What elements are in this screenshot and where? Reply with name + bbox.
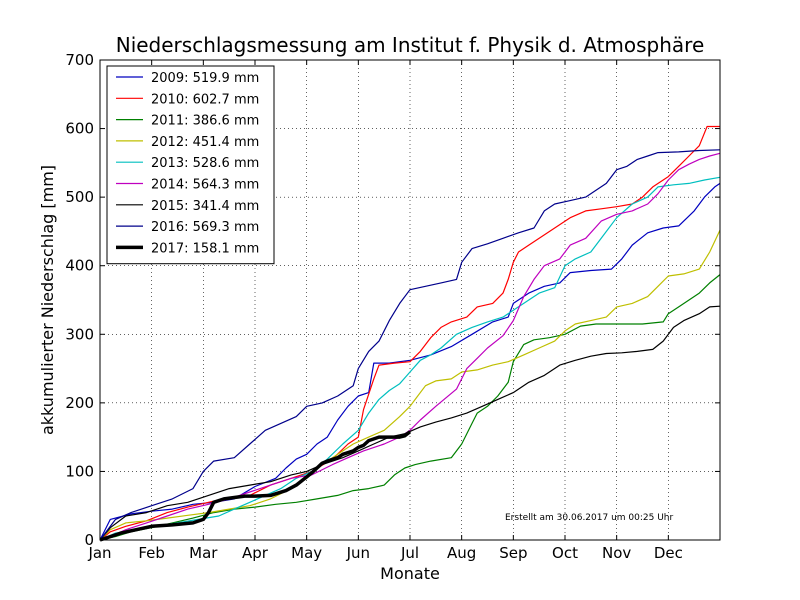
y-tick-label: 300	[65, 325, 94, 343]
legend-label: 2010: 602.7 mm	[151, 92, 259, 107]
y-tick-label: 0	[84, 531, 94, 549]
legend-box	[106, 65, 275, 265]
y-tick-label: 500	[65, 188, 94, 206]
creation-note: Erstellt am 30.06.2017 um 00:25 Uhr	[505, 513, 673, 523]
legend-label: 2017: 158.1 mm	[151, 241, 259, 256]
legend-label: 2009: 519.9 mm	[151, 71, 259, 86]
x-tick-label: Feb	[138, 544, 165, 562]
series-line-4	[99, 229, 721, 541]
legend-label: 2014: 564.3 mm	[151, 178, 259, 193]
x-tick-label: Jun	[346, 544, 370, 562]
series-line-7	[99, 305, 721, 541]
legend: 2009: 519.9 mm 2010: 602.7 mm 2011: 386.6 …	[106, 65, 275, 265]
x-tick-label: Nov	[602, 544, 631, 562]
legend-label: 2011: 386.6 mm	[151, 114, 259, 129]
series-line-9	[99, 430, 412, 542]
y-tick-label: 100	[65, 462, 94, 480]
x-tick-label: May	[291, 544, 322, 562]
y-axis-title: akkumulierter Niederschlag [mm]	[38, 165, 57, 435]
y-tick-label: 700	[65, 51, 94, 69]
series-line-8	[99, 149, 721, 541]
series-layer	[99, 125, 721, 542]
x-axis-title: Monate	[380, 564, 440, 583]
x-tick-label: Sep	[499, 544, 527, 562]
legend-label: 2013: 528.6 mm	[151, 156, 259, 171]
x-tick-label: Jul	[400, 544, 419, 562]
legend-label: 2012: 451.4 mm	[151, 135, 259, 150]
x-tick-label: Aug	[447, 544, 476, 562]
series-line-5	[99, 176, 721, 541]
y-tick-label: 600	[65, 120, 94, 138]
legend-label: 2015: 341.4 mm	[151, 199, 259, 214]
y-tick-label: 200	[65, 394, 94, 412]
x-tick-label: Mar	[189, 544, 218, 562]
x-tick-label: Apr	[242, 544, 269, 562]
x-tick-label: Dec	[654, 544, 683, 562]
ticks: 0 100 200 300 400 500 600 700 Jan Feb Mar Apr May Jun…	[65, 51, 720, 562]
y-tick-label: 400	[65, 257, 94, 275]
legend-label: 2016: 569.3 mm	[151, 220, 259, 235]
chart-title: Niederschlagsmessung am Institut f. Phys…	[116, 33, 705, 57]
x-tick-label: Jan	[87, 544, 111, 562]
x-tick-label: Oct	[552, 544, 578, 562]
